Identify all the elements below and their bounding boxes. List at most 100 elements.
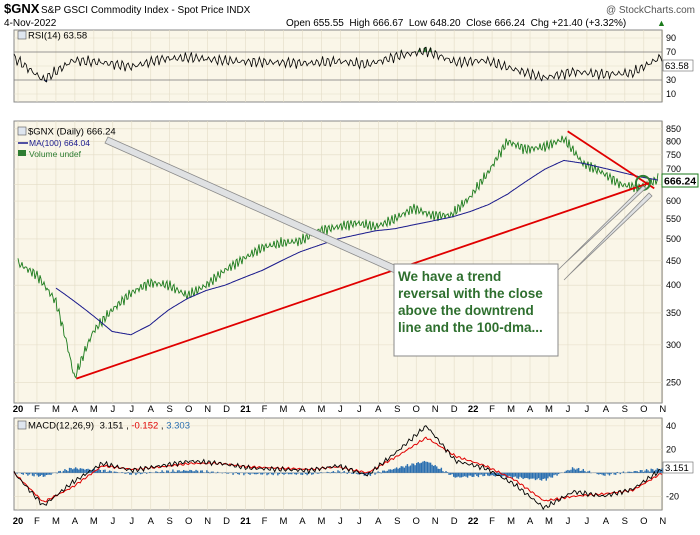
price-tick-label: 500 xyxy=(666,234,681,244)
rsi-legend: RSI(14) 63.58 xyxy=(17,31,87,42)
x-tick-label: M xyxy=(90,516,98,527)
watermark: @ StockCharts.com xyxy=(606,5,695,16)
rsi-line xyxy=(13,46,663,83)
x-tick-label: N xyxy=(659,404,666,415)
macd-current-badge xyxy=(662,461,694,474)
x-tick-label: F xyxy=(34,404,40,415)
macd-value: 3.151 xyxy=(100,421,124,432)
macd-label: MACD(12,26,9) xyxy=(28,421,94,432)
price-tick-label: 400 xyxy=(666,280,681,290)
x-tick-label: J xyxy=(585,516,590,527)
x-tick-label: A xyxy=(603,516,610,527)
x-tick-label: D xyxy=(451,404,458,415)
rsi-tick-label: 90 xyxy=(666,33,676,43)
x-tick-label: A xyxy=(375,404,382,415)
x-tick-label: J xyxy=(357,404,362,415)
x-tick-label: O xyxy=(185,404,192,415)
x-tick-label: 21 xyxy=(240,516,251,527)
price-last-badge xyxy=(661,173,699,188)
macd-signal-value: -0.152 xyxy=(131,421,158,432)
x-axis-bottom: 20 F M A M J J A S O N D 21 F M A M J J A S O N D 22 F M A M J J A S O N xyxy=(13,516,667,527)
x-tick-label: J xyxy=(338,516,343,527)
price-tick-label: 450 xyxy=(666,256,681,266)
x-tick-label: N xyxy=(432,404,439,415)
price-tick-label: 300 xyxy=(666,340,681,350)
x-tick-label: M xyxy=(90,404,98,415)
ma100-line xyxy=(55,159,659,336)
x-tick-label: D xyxy=(223,516,230,527)
annotation-text: We have a trend reversal with the close … xyxy=(398,269,543,335)
chart-symbol: $GNX xyxy=(4,1,40,16)
macd-panel xyxy=(13,417,663,511)
x-tick-label: A xyxy=(527,516,534,527)
macd-tick-label: 20 xyxy=(666,444,676,454)
x-tick-label: M xyxy=(545,404,553,415)
price-legend-ma: MA(100) 664.04 xyxy=(29,138,90,148)
x-tick-label: O xyxy=(185,516,192,527)
price-tick-label: 600 xyxy=(666,196,681,206)
x-tick-label: N xyxy=(204,516,211,527)
x-tick-label: M xyxy=(280,516,288,527)
x-tick-label: J xyxy=(585,404,590,415)
x-tick-label: O xyxy=(413,404,420,415)
x-tick-label: M xyxy=(52,404,60,415)
x-tick-label: N xyxy=(204,404,211,415)
x-tick-label: D xyxy=(451,516,458,527)
x-tick-label: F xyxy=(262,516,268,527)
x-tick-label: A xyxy=(148,516,155,527)
price-tick-label: 700 xyxy=(666,164,681,174)
rsi-label: RSI(14) 63.58 xyxy=(28,31,87,42)
price-legend-volume: Volume undef xyxy=(29,149,82,159)
x-tick-label: 22 xyxy=(468,404,479,415)
x-tick-label: 21 xyxy=(240,404,251,415)
x-tick-label: 20 xyxy=(13,516,24,527)
x-tick-label: O xyxy=(640,404,647,415)
x-tick-label: M xyxy=(507,516,515,527)
x-tick-label: A xyxy=(603,404,610,415)
price-tick-label: 750 xyxy=(666,150,681,160)
macd-axis: 40 20 -20 xyxy=(666,421,679,501)
rsi-tick-label: 70 xyxy=(666,47,676,57)
price-axis: 850800750700650600550500450400350300250 xyxy=(666,124,681,388)
x-tick-label: M xyxy=(280,404,288,415)
price-legend: $GNX (Daily) 666.24 MA(100) 664.04 Volum… xyxy=(17,127,116,159)
price-legend-main: $GNX (Daily) 666.24 xyxy=(28,127,116,138)
x-tick-label: S xyxy=(622,404,628,415)
x-tick-label: A xyxy=(72,516,79,527)
chart-description: S&P GSCI Commodity Index - Spot Price IN… xyxy=(41,5,251,16)
x-tick-label: A xyxy=(299,516,306,527)
x-tick-label: D xyxy=(223,404,230,415)
x-tick-label: F xyxy=(489,516,495,527)
x-tick-label: F xyxy=(34,516,40,527)
x-tick-label: J xyxy=(129,404,134,415)
x-tick-label: M xyxy=(507,404,515,415)
rsi-current-badge xyxy=(662,59,694,72)
price-tick-label: 850 xyxy=(666,124,681,134)
x-tick-label: J xyxy=(338,404,343,415)
svg-text:MACD(12,26,9) 3.151: MACD(12,26,9) 3.151 , -0.152 , 3.303 xyxy=(28,421,190,432)
price-line xyxy=(17,135,659,379)
x-tick-label: J xyxy=(110,404,115,415)
macd-tick-label: 40 xyxy=(666,421,676,431)
x-tick-label: O xyxy=(640,516,647,527)
rsi-tick-label: 10 xyxy=(666,89,676,99)
downtrend-line xyxy=(567,130,655,190)
x-tick-label: S xyxy=(394,516,400,527)
price-tick-label: 800 xyxy=(666,136,681,146)
x-tick-label: M xyxy=(317,404,325,415)
uptrend-line xyxy=(76,181,651,380)
x-tick-label: A xyxy=(148,404,155,415)
macd-current-value: 3.151 xyxy=(665,463,689,474)
macd-tick-label: -20 xyxy=(666,491,679,501)
x-tick-label: M xyxy=(52,516,60,527)
rsi-tick-label: 30 xyxy=(666,75,676,85)
x-tick-label: 22 xyxy=(468,516,479,527)
x-tick-label: J xyxy=(566,404,571,415)
x-tick-label: M xyxy=(317,516,325,527)
x-tick-label: O xyxy=(413,516,420,527)
x-tick-label: 20 xyxy=(13,404,24,415)
x-tick-label: J xyxy=(129,516,134,527)
x-axis-main: 20 F M A M J J A S O N D 21 F M A M J J A S O N D 22 F M A M J J A S O N xyxy=(13,404,667,415)
x-tick-label: M xyxy=(545,516,553,527)
